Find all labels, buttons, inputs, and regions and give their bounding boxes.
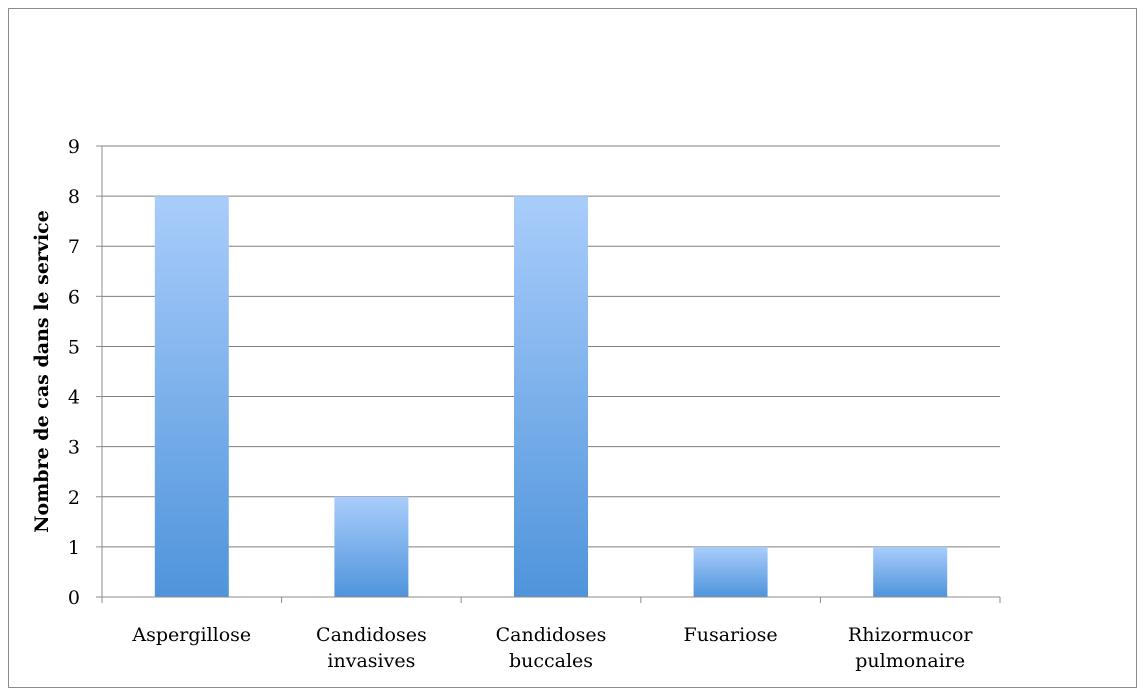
y-tick-label: 1 [68, 537, 80, 559]
axes [101, 146, 1001, 603]
y-tick-label: 4 [68, 387, 80, 409]
y-tick-label: 6 [68, 286, 80, 308]
bar [154, 196, 229, 597]
y-tick-label: 0 [68, 587, 80, 609]
x-category-label: buccales [509, 650, 593, 672]
y-tick-label: 9 [68, 136, 80, 158]
x-category-label: invasives [327, 650, 415, 672]
y-tick-label: 5 [68, 336, 80, 358]
y-tick-labels: 0 1 2 3 4 5 6 7 8 9 [68, 136, 80, 609]
bar [334, 496, 409, 597]
y-tick-label: 8 [68, 186, 80, 208]
y-axis-title: Nombre de cas dans le service [31, 210, 53, 533]
bar [693, 546, 768, 597]
bars [154, 196, 948, 597]
bar [514, 196, 588, 597]
x-category-label: Rhizormucor [848, 624, 973, 646]
y-tick-label: 2 [68, 487, 80, 509]
bar [873, 546, 948, 597]
y-tick-label: 7 [68, 236, 80, 258]
y-tick-label: 3 [68, 437, 80, 459]
x-category-label: pulmonaire [855, 650, 965, 672]
x-category-labels: Aspergillose Candidoses invasives Candidose… [131, 624, 973, 672]
x-category-label: Candidoses [496, 624, 607, 646]
x-category-label: Aspergillose [131, 624, 251, 646]
x-category-label: Candidoses [316, 624, 427, 646]
x-category-label: Fusariose [684, 624, 778, 646]
